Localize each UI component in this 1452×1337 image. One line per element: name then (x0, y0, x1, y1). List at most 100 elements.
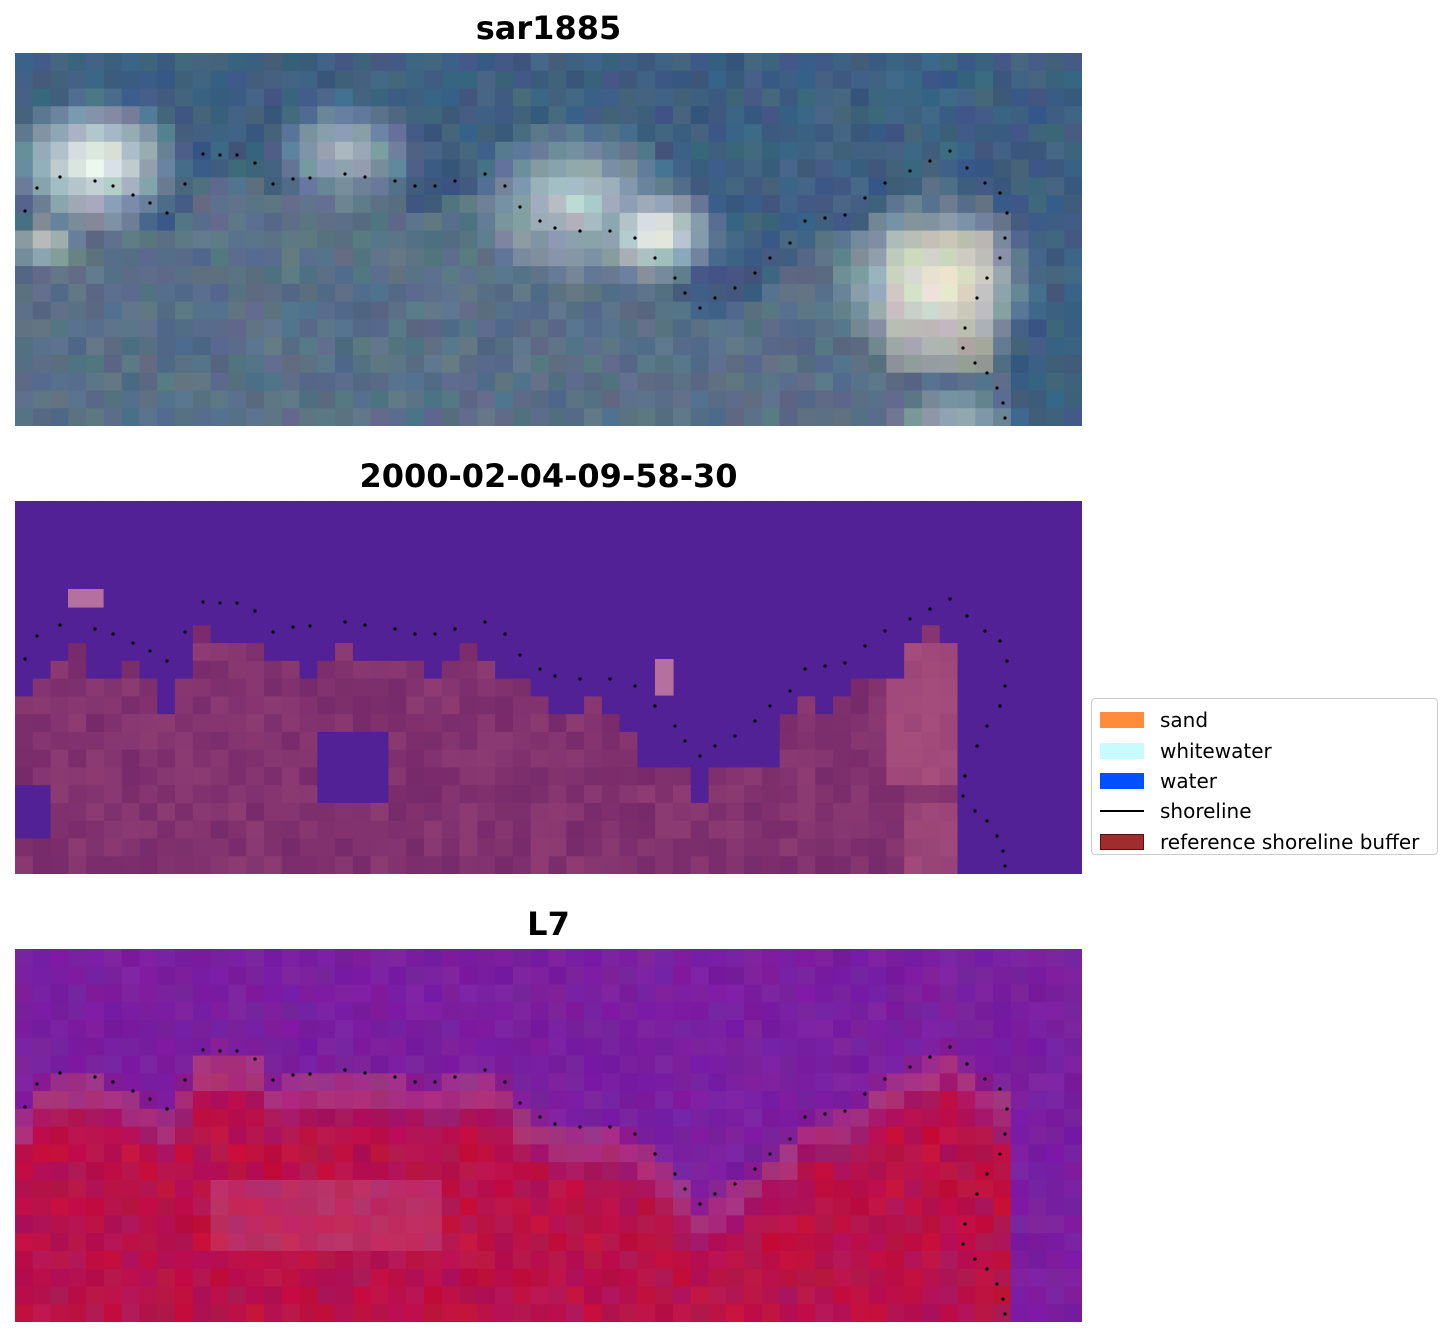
shoreline-point (553, 1122, 557, 1126)
shoreline-point (973, 809, 977, 813)
shoreline-point (608, 229, 612, 233)
shoreline-point (973, 1257, 977, 1261)
water-swatch (1100, 772, 1144, 789)
shoreline-point (961, 794, 965, 798)
shoreline-point (948, 1045, 952, 1049)
shoreline-point (1003, 416, 1007, 420)
shoreline-point (961, 346, 965, 350)
shoreline-point (363, 623, 367, 627)
shoreline-point (843, 661, 847, 665)
shoreline-point (698, 754, 702, 758)
legend-label: shoreline (1160, 799, 1252, 824)
shoreline-point (553, 674, 557, 678)
shoreline-point (975, 1192, 979, 1196)
shoreline-point (201, 1048, 205, 1052)
shoreline-point (363, 175, 367, 179)
sand-swatch (1100, 712, 1144, 729)
shoreline-point (823, 1112, 827, 1116)
shoreline-point (985, 724, 989, 728)
shoreline-point (218, 1049, 222, 1053)
shoreline-point (413, 184, 417, 188)
shoreline-point (433, 632, 437, 636)
shoreline-point (823, 216, 827, 220)
shoreline-point (453, 1075, 457, 1079)
shoreline-point (538, 219, 542, 223)
legend-label: whitewater (1160, 738, 1272, 763)
shoreline-point (235, 601, 239, 605)
shoreline-point (35, 186, 39, 190)
shoreline-point (998, 639, 1002, 643)
shoreline-point (235, 153, 239, 157)
shoreline-point (23, 209, 27, 213)
shoreline-point (998, 256, 1002, 260)
rgb-image-panel (15, 53, 1082, 426)
shoreline-point (111, 632, 115, 636)
shoreline-point (633, 1132, 637, 1136)
shoreline-point (538, 667, 542, 671)
shoreline-point (483, 1068, 487, 1072)
shoreline-point (985, 371, 989, 375)
shoreline-point (908, 1065, 912, 1069)
shoreline-point (985, 819, 989, 823)
shoreline-dots (23, 597, 1009, 868)
shoreline-point (433, 1080, 437, 1084)
shoreline-point (148, 649, 152, 653)
legend-label: sand (1160, 708, 1209, 733)
legend-item-water: water (1092, 766, 1437, 796)
shoreline-point (308, 176, 312, 180)
shoreline-point (578, 229, 582, 233)
shoreline-point (883, 181, 887, 185)
shoreline-point (768, 1152, 772, 1156)
shoreline-point (803, 667, 807, 671)
shoreline-point (1005, 659, 1009, 663)
shoreline-point (963, 1222, 967, 1226)
shoreline-point (733, 1182, 737, 1186)
shoreline-point (803, 219, 807, 223)
shoreline-point (518, 1101, 522, 1105)
shoreline-point (928, 1055, 932, 1059)
shoreline-point (768, 704, 772, 708)
shoreline-point (271, 1078, 275, 1082)
shoreline-point (653, 704, 657, 708)
shoreline-point (518, 653, 522, 657)
shoreline-point (995, 1282, 999, 1286)
shoreline-point (928, 159, 932, 163)
shoreline-point (183, 1078, 187, 1082)
shoreline-line-swatch (1100, 810, 1144, 813)
shoreline-point (863, 196, 867, 200)
shoreline-point (253, 1057, 257, 1061)
shoreline-point (271, 182, 275, 186)
shoreline-point (883, 1077, 887, 1081)
panel-title-index: L7 (527, 905, 570, 943)
shoreline-point (965, 1062, 969, 1066)
shoreline-point (908, 169, 912, 173)
shoreline-point (343, 620, 347, 624)
shoreline-point (363, 1071, 367, 1075)
shoreline-point (733, 734, 737, 738)
shoreline-point (998, 704, 1002, 708)
shoreline-point (393, 179, 397, 183)
shoreline-point (35, 1082, 39, 1086)
shoreline-point (165, 211, 169, 215)
shoreline-point (393, 627, 397, 631)
shoreline-point (93, 179, 97, 183)
shoreline-point (343, 1068, 347, 1072)
shoreline-point (393, 1075, 397, 1079)
shoreline-point (1003, 1312, 1007, 1316)
shoreline-point (753, 719, 757, 723)
shoreline-point (35, 634, 39, 638)
shoreline-point (413, 1080, 417, 1084)
shoreline-point (578, 677, 582, 681)
legend: sand whitewater water shoreline referenc… (1091, 698, 1438, 855)
shoreline-point (985, 1267, 989, 1271)
legend-item-shoreline: shoreline (1092, 796, 1437, 826)
shoreline-point (843, 213, 847, 217)
shoreline-point (1003, 1132, 1007, 1136)
shoreline-point (733, 286, 737, 290)
shoreline-point (218, 153, 222, 157)
shoreline-point (93, 1075, 97, 1079)
shoreline-point (1001, 401, 1005, 405)
shoreline-point (291, 625, 295, 629)
shoreline-point (131, 641, 135, 645)
shoreline-point (963, 774, 967, 778)
